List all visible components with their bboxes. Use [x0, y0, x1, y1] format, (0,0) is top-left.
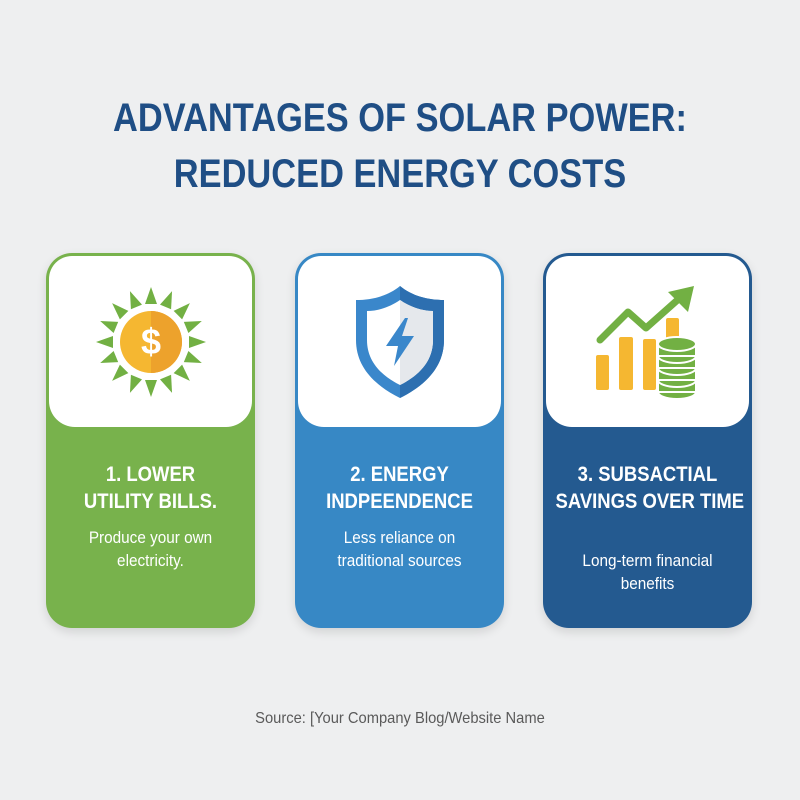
heading-line-2: SAVINGS OVER TIME — [555, 490, 745, 513]
heading-line-2: UTILITY BILLS. — [83, 490, 218, 513]
card-description: Less reliance on traditional sources — [305, 526, 493, 572]
desc-line-2: traditional sources — [337, 551, 462, 570]
title-line-1: ADVANTAGES OF SOLAR POWER: — [113, 96, 687, 140]
card-heading: 1. LOWER UTILITY BILLS. — [59, 461, 243, 515]
heading-line-1: 2. ENERGY — [350, 463, 449, 486]
desc-line-2: benefits — [620, 574, 675, 593]
card-heading: 2. ENERGY INDPEENDENCE — [308, 461, 492, 515]
heading-line-1: 1. LOWER — [105, 463, 196, 486]
card-heading: 3. SUBSACTIAL SAVINGS OVER TIME — [555, 461, 745, 515]
sun-dollar-icon: $ — [95, 286, 206, 397]
card-lower-utility-bills: $ 1. LOWER UTILITY BILLS. Produce your o… — [46, 253, 255, 628]
card-description: Long-term financial benefits — [553, 549, 741, 595]
desc-line-2: electricity. — [117, 551, 184, 570]
icon-panel — [298, 256, 501, 427]
card-energy-independence: 2. ENERGY INDPEENDENCE Less reliance on … — [295, 253, 504, 628]
card-description: Produce your own electricity. — [56, 526, 244, 572]
icon-panel — [546, 256, 749, 427]
title-line-2: REDUCED ENERGY COSTS — [173, 152, 627, 196]
source-citation: Source: [Your Company Blog/Website Name — [255, 710, 545, 727]
icon-panel: $ — [49, 256, 252, 427]
svg-text:$: $ — [140, 321, 160, 362]
growth-chart-coins-icon — [595, 285, 697, 400]
desc-line-1: Long-term financial — [582, 551, 713, 570]
heading-line-2: INDPEENDENCE — [326, 490, 473, 513]
desc-line-1: Produce your own — [88, 528, 213, 547]
page-title: ADVANTAGES OF SOLAR POWER: REDUCED ENERG… — [56, 90, 744, 202]
card-substantial-savings: 3. SUBSACTIAL SAVINGS OVER TIME Long-ter… — [543, 253, 752, 628]
shield-lightning-icon — [355, 285, 444, 398]
heading-line-1: 3. SUBSACTIAL — [577, 463, 718, 486]
desc-line-1: Less reliance on — [343, 528, 456, 547]
